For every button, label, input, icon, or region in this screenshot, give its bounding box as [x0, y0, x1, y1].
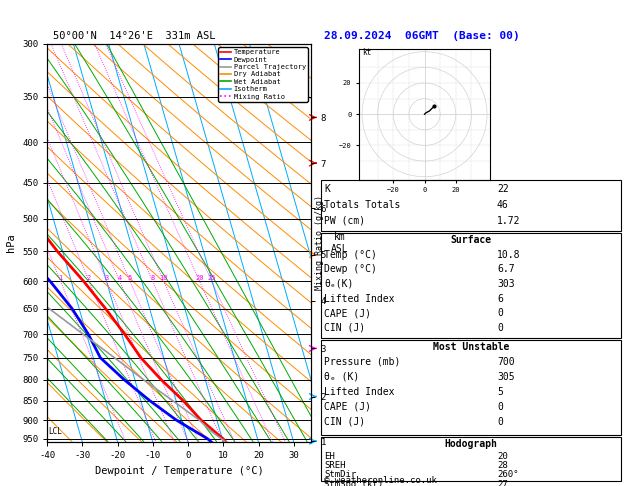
Text: 303: 303: [497, 279, 515, 289]
Text: Hodograph: Hodograph: [444, 439, 498, 450]
Text: Dewp (°C): Dewp (°C): [324, 264, 377, 275]
Text: 260°: 260°: [497, 470, 518, 480]
Text: 1.72: 1.72: [497, 216, 520, 226]
Y-axis label: hPa: hPa: [6, 234, 16, 252]
Text: 46: 46: [497, 200, 509, 210]
Text: Lifted Index: Lifted Index: [324, 294, 394, 304]
Text: © weatheronline.co.uk: © weatheronline.co.uk: [324, 476, 437, 485]
Text: 2: 2: [87, 275, 91, 281]
Text: 27: 27: [497, 480, 508, 486]
Text: 20: 20: [497, 452, 508, 461]
Text: 0: 0: [497, 308, 503, 318]
Text: CIN (J): CIN (J): [324, 417, 365, 427]
Y-axis label: km
ASL: km ASL: [331, 232, 348, 254]
Text: EH: EH: [324, 452, 335, 461]
Text: 10: 10: [159, 275, 168, 281]
Text: StmDir: StmDir: [324, 470, 356, 480]
Text: 305: 305: [497, 372, 515, 382]
Text: 6.7: 6.7: [497, 264, 515, 275]
Text: 4: 4: [118, 275, 122, 281]
Text: 0: 0: [497, 323, 503, 333]
Text: 28.09.2024  06GMT  (Base: 00): 28.09.2024 06GMT (Base: 00): [324, 31, 520, 41]
Text: CIN (J): CIN (J): [324, 323, 365, 333]
Text: Mixing Ratio (g/kg): Mixing Ratio (g/kg): [314, 195, 323, 291]
Legend: Temperature, Dewpoint, Parcel Trajectory, Dry Adiabat, Wet Adiabat, Isotherm, Mi: Temperature, Dewpoint, Parcel Trajectory…: [218, 47, 308, 102]
Text: LCL: LCL: [48, 427, 62, 436]
Text: SREH: SREH: [324, 461, 345, 470]
Text: 700: 700: [497, 357, 515, 367]
Text: 6: 6: [497, 294, 503, 304]
Text: θₑ (K): θₑ (K): [324, 372, 359, 382]
Text: Most Unstable: Most Unstable: [433, 342, 509, 352]
Text: Pressure (mb): Pressure (mb): [324, 357, 400, 367]
Text: CAPE (J): CAPE (J): [324, 402, 371, 412]
Text: Totals Totals: Totals Totals: [324, 200, 400, 210]
Text: 8: 8: [150, 275, 155, 281]
Text: PW (cm): PW (cm): [324, 216, 365, 226]
Text: 22: 22: [497, 184, 509, 194]
Text: 5: 5: [497, 387, 503, 397]
Text: 50°00'N  14°26'E  331m ASL: 50°00'N 14°26'E 331m ASL: [53, 31, 216, 41]
Text: 20: 20: [196, 275, 204, 281]
Text: Surface: Surface: [450, 235, 491, 245]
Text: 10.8: 10.8: [497, 250, 520, 260]
Text: CAPE (J): CAPE (J): [324, 308, 371, 318]
Text: 5: 5: [128, 275, 132, 281]
Text: K: K: [324, 184, 330, 194]
Text: StmSpd (kt): StmSpd (kt): [324, 480, 383, 486]
Text: Lifted Index: Lifted Index: [324, 387, 394, 397]
X-axis label: Dewpoint / Temperature (°C): Dewpoint / Temperature (°C): [95, 466, 264, 476]
Text: 1: 1: [58, 275, 63, 281]
Text: θₑ(K): θₑ(K): [324, 279, 353, 289]
Text: 3: 3: [104, 275, 109, 281]
Text: 28: 28: [497, 461, 508, 470]
Text: Temp (°C): Temp (°C): [324, 250, 377, 260]
Text: 0: 0: [497, 417, 503, 427]
Text: 25: 25: [208, 275, 216, 281]
Text: 0: 0: [497, 402, 503, 412]
Text: kt: kt: [362, 48, 371, 57]
